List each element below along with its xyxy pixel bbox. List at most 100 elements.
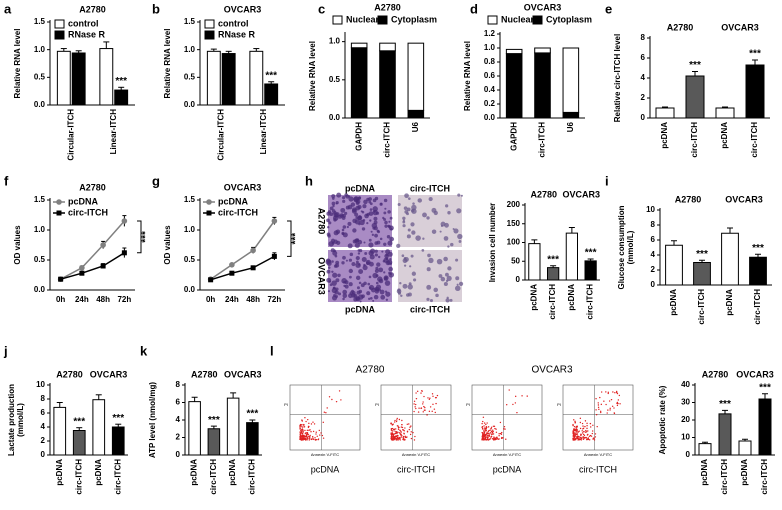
flow-event: [495, 431, 498, 433]
micrograph-cell: [336, 240, 341, 245]
flow-event: [310, 438, 312, 440]
y-axis-label: Relative RNA level: [308, 41, 317, 111]
flow-event: [431, 410, 433, 413]
micrograph-cell: [369, 296, 373, 300]
bar: [698, 443, 712, 456]
flow-event: [600, 391, 603, 393]
micrograph-cell: [369, 248, 376, 254]
micrograph-cell: [446, 275, 452, 281]
flow-event: [315, 431, 317, 433]
micrograph-cell: [358, 269, 364, 274]
micrograph-cell: [356, 238, 359, 242]
micrograph-cell: [378, 267, 384, 273]
micrograph-cell: [400, 294, 403, 298]
flow-event: [598, 408, 600, 411]
micrograph-cell: [453, 228, 459, 234]
flow-event: [582, 433, 585, 436]
bar-segment: [379, 50, 396, 119]
micrograph-cell: [417, 198, 422, 203]
flow-event: [488, 432, 490, 435]
legend-swatch: [532, 15, 543, 25]
micrograph-cell: [332, 250, 338, 256]
panel-letter: a: [4, 1, 12, 16]
micrograph-cell: [388, 220, 391, 223]
flow-event: [306, 432, 309, 434]
significance: ***: [208, 415, 220, 426]
micrograph-cell: [349, 291, 354, 296]
flow-event: [409, 426, 411, 428]
flow-event: [301, 420, 303, 422]
micrograph-cell: [410, 254, 414, 258]
chart-title: A2780: [79, 182, 106, 192]
x-tick-label: pcDNA: [567, 284, 576, 311]
micrograph-cell: [341, 231, 345, 236]
y-tick-label: 2: [41, 436, 46, 445]
micrograph-cell: [335, 260, 340, 265]
micrograph-cell: [369, 219, 372, 222]
flow-event: [428, 398, 431, 401]
flow-event: [312, 421, 314, 423]
significance: ***: [749, 49, 761, 60]
micrograph-cell: [401, 254, 405, 258]
flow-event: [572, 437, 575, 440]
flow-event: [483, 432, 486, 434]
legend-label: pcDNA: [68, 196, 99, 206]
micrograph-cell: [331, 280, 337, 286]
flow-event: [594, 433, 597, 435]
significance: ***: [247, 409, 259, 420]
x-tick-label: circ-ITCH: [690, 122, 699, 158]
flow-event: [572, 424, 574, 427]
flow-event: [582, 438, 585, 441]
flow-event: [609, 407, 611, 410]
y-tick-label: 8: [176, 380, 181, 389]
flow-event: [300, 431, 302, 433]
y-tick-label: 50: [511, 256, 520, 265]
significance: ***: [291, 233, 302, 245]
flow-event: [594, 436, 597, 438]
flow-event: [393, 429, 395, 431]
micrograph-cell: [359, 300, 362, 303]
y-tick-label: 1.5: [184, 195, 196, 204]
bar-segment: [505, 48, 523, 55]
micrograph-cell: [332, 272, 338, 278]
micrograph-cell: [436, 258, 443, 265]
flow-event: [611, 405, 614, 407]
bar-segment: [534, 47, 551, 54]
micrograph-cell: [368, 297, 371, 300]
flow-event: [488, 434, 490, 437]
marker: [271, 253, 277, 259]
micrograph-cell: [368, 211, 374, 216]
flow-event: [418, 407, 420, 409]
micrograph-cell: [333, 218, 337, 222]
x-tick-label: pcDNA: [700, 459, 709, 486]
flow-event: [306, 429, 309, 432]
micrograph-cell: [348, 282, 353, 287]
micrograph-cell: [344, 193, 348, 197]
flow-event: [499, 421, 502, 424]
flow-event: [492, 433, 495, 435]
flow-event: [301, 430, 303, 432]
bar: [206, 50, 221, 106]
flow-event: [424, 406, 426, 409]
flow-event: [486, 422, 488, 424]
bar-segment: [505, 53, 523, 119]
group-label: A2780: [191, 369, 218, 379]
y-axis-label: Lactate production: [7, 384, 16, 456]
x-tick-label: 48h: [246, 295, 260, 304]
group-label: OVCAR3: [725, 194, 763, 204]
micrograph-cell: [366, 222, 369, 225]
x-tick-label: pcDNA: [94, 459, 103, 486]
micrograph-cell: [355, 216, 359, 220]
micrograph-cell: [447, 266, 452, 271]
flow-event: [484, 428, 486, 430]
micrograph-cell: [345, 259, 348, 262]
flow-event: [481, 422, 483, 425]
micrograph-cell: [409, 265, 412, 268]
micrograph-cell: [376, 262, 381, 267]
y-tick-label: 6: [651, 235, 656, 244]
flow-event: [616, 392, 619, 395]
micrograph-cell: [361, 227, 366, 231]
x-tick-label: circ-ITCH: [697, 289, 706, 325]
micrograph-cell: [335, 201, 339, 205]
micrograph-cell: [341, 228, 345, 232]
